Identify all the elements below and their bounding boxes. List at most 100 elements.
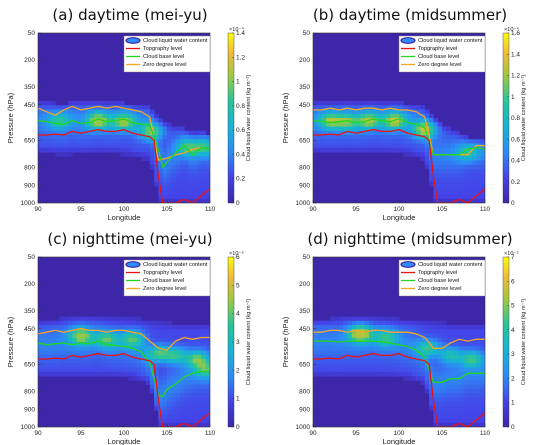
heatmap-cell xyxy=(149,380,155,385)
colorbar xyxy=(502,256,510,428)
heatmap-cell xyxy=(188,173,194,178)
heatmap-cell xyxy=(171,169,177,174)
heatmap-cell xyxy=(321,143,327,149)
heatmap-cell xyxy=(171,414,177,419)
heatmap-cell xyxy=(171,397,177,402)
heatmap-cell xyxy=(411,118,417,123)
heatmap-cell xyxy=(115,325,121,330)
heatmap-cell xyxy=(59,363,65,368)
heatmap-cell xyxy=(171,393,177,398)
heatmap-cell xyxy=(102,122,108,127)
heatmap-cell xyxy=(128,143,134,149)
heatmap-cell xyxy=(63,320,69,326)
heatmap-cell xyxy=(480,371,485,377)
heatmap-cell xyxy=(476,156,482,161)
heatmap-cell xyxy=(480,393,485,398)
heatmap-cell xyxy=(175,194,181,200)
heatmap-cell xyxy=(429,169,434,174)
heatmap-cell xyxy=(429,173,434,178)
x-tick-label: 110 xyxy=(480,206,491,213)
heatmap-cell xyxy=(416,109,421,115)
heatmap-cell xyxy=(446,325,452,330)
heatmap-cell xyxy=(364,359,370,364)
heatmap-cell xyxy=(381,139,387,144)
heatmap-cell xyxy=(420,380,426,385)
heatmap-cell xyxy=(201,401,207,407)
heatmap-cell xyxy=(313,143,318,149)
heatmap-cell xyxy=(321,325,327,330)
heatmap-cell xyxy=(171,380,177,385)
heatmap-cell xyxy=(459,325,464,330)
heatmap-cell xyxy=(136,367,142,373)
heatmap-cell xyxy=(334,126,340,132)
colorbar-multiplier: ×10⁻⁵ xyxy=(504,250,519,257)
heatmap-cell xyxy=(106,346,112,351)
heatmap-cell xyxy=(145,156,151,161)
heatmap-cell xyxy=(399,147,404,153)
heatmap-cell xyxy=(179,354,185,360)
heatmap-cell xyxy=(330,130,335,136)
heatmap-cell xyxy=(364,367,370,373)
heatmap-cell xyxy=(85,342,91,347)
heatmap-cell xyxy=(184,384,189,390)
heatmap-cell xyxy=(360,105,366,110)
heatmap-cell xyxy=(85,109,91,115)
heatmap-cell xyxy=(175,418,181,424)
heatmap-cell xyxy=(102,325,108,330)
heatmap-cell xyxy=(102,316,108,322)
heatmap-cell xyxy=(476,376,482,381)
heatmap-cell xyxy=(325,118,331,123)
heatmap-cell xyxy=(390,325,396,330)
heatmap-cell xyxy=(68,329,73,334)
heatmap-cell xyxy=(390,342,396,347)
heatmap-cell xyxy=(63,126,69,132)
heatmap-cell xyxy=(437,143,443,149)
panel-2: (b) daytime (midsummer)90 95 100 105 1105020… xyxy=(281,6,527,222)
heatmap-cell xyxy=(145,371,151,377)
panel-title: (b) daytime (midsummer) xyxy=(313,6,507,24)
x-tick-label: 90 xyxy=(34,430,42,437)
heatmap-cell xyxy=(115,329,121,334)
heatmap-cell xyxy=(171,198,177,203)
heatmap-cell xyxy=(394,126,400,132)
heatmap-cell xyxy=(442,350,447,356)
heatmap-cell xyxy=(158,354,164,360)
heatmap-cell xyxy=(394,325,400,330)
heatmap-cell xyxy=(454,156,460,161)
heatmap-cell xyxy=(76,126,82,132)
heatmap-cell xyxy=(394,354,400,360)
heatmap-cell xyxy=(416,367,421,373)
heatmap-cell xyxy=(158,380,164,385)
heatmap-cell xyxy=(72,113,78,119)
heatmap-cell xyxy=(201,346,207,351)
heatmap-cell xyxy=(63,350,69,356)
heatmap-cell xyxy=(433,367,439,373)
heatmap-cell xyxy=(437,186,443,191)
heatmap-cell xyxy=(416,105,421,110)
heatmap-cell xyxy=(132,333,138,339)
heatmap-cell xyxy=(399,320,404,326)
heatmap-cell xyxy=(347,363,353,368)
heatmap-cell xyxy=(411,143,417,149)
heatmap-cell xyxy=(102,333,108,339)
heatmap-cell xyxy=(442,401,447,407)
heatmap-cell xyxy=(89,135,95,140)
heatmap-cell xyxy=(124,109,129,115)
heatmap-cell xyxy=(197,130,202,136)
heatmap-cell xyxy=(158,118,164,123)
heatmap-cell xyxy=(192,173,198,178)
heatmap-cell xyxy=(85,143,91,149)
y-tick-label: 450 xyxy=(299,326,310,333)
heatmap-cell xyxy=(46,320,52,326)
heatmap-cell xyxy=(454,130,460,136)
heatmap-cell xyxy=(38,359,43,364)
heatmap-cell xyxy=(424,388,430,394)
heatmap-cell xyxy=(407,126,413,132)
heatmap-cell xyxy=(192,337,198,343)
heatmap-cell xyxy=(373,126,378,132)
heatmap-cell xyxy=(197,143,202,149)
heatmap-cell xyxy=(124,105,129,110)
heatmap-cell xyxy=(325,337,331,343)
heatmap-cell xyxy=(46,139,52,144)
heatmap-cell xyxy=(403,367,409,373)
